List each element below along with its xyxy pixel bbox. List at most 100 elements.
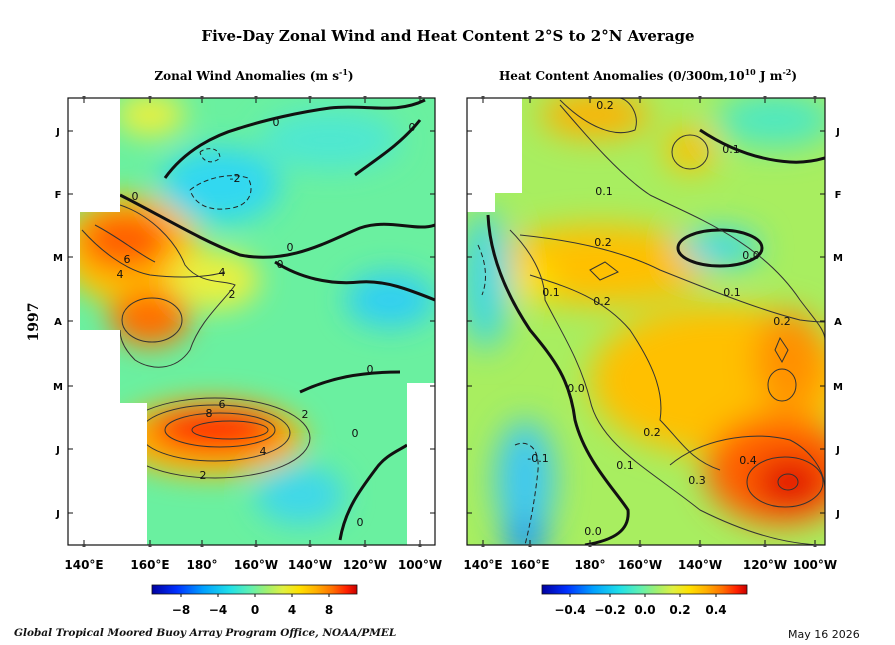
contour-label: 0.1	[542, 286, 560, 299]
wind-contour-zero	[299, 370, 401, 394]
buoy-marker	[638, 544, 642, 547]
wind-contour-six	[94, 224, 156, 263]
buoy-marker	[254, 544, 258, 547]
contour-label: -0.1	[527, 452, 548, 465]
wind-contour-zero	[338, 443, 408, 541]
buoy-marker	[528, 96, 532, 99]
x-tick-label: 140°W	[678, 558, 722, 572]
zonal-wind-title: Zonal Wind Anomalies (m s-1)	[154, 67, 353, 83]
year-label: 1997	[26, 303, 42, 342]
y-tick-label: M	[53, 253, 63, 264]
x-tick-label: 160°W	[618, 558, 662, 572]
buoy-marker	[200, 544, 204, 547]
heat-content-panel: Heat Content Anomalies (0/300m,1010 J m-…	[463, 67, 843, 617]
y-tick-label: J	[835, 127, 840, 138]
contour-label: 0.0	[742, 249, 760, 262]
contour-label: 0.3	[688, 474, 706, 487]
x-tick-label: 160°E	[510, 558, 549, 572]
wind-contour-eight	[191, 420, 269, 440]
buoy-marker	[638, 96, 642, 99]
heat-contour-zero	[699, 128, 825, 164]
wind-contour-zero	[354, 119, 422, 177]
colorbar-tick-label: 0.4	[705, 603, 726, 617]
contour-label: 0.2	[773, 315, 791, 328]
colorbar-tick-label: 0	[251, 603, 259, 617]
y-tick-label: M	[833, 253, 843, 264]
contour-label: 0	[367, 363, 374, 376]
render-date: May 16 2026	[788, 628, 860, 641]
heat-contour-one	[509, 229, 825, 545]
y-tick-label: M	[833, 382, 843, 393]
heat-contour-neg-one	[477, 244, 486, 296]
colorbar-tick-label: 0.2	[669, 603, 690, 617]
wind-neg-region	[345, 272, 435, 328]
x-tick-label: 180°	[574, 558, 605, 572]
wind-pos-region	[80, 210, 170, 270]
heat-content-colorbar	[541, 584, 748, 595]
colorbar-tick-label: −0.2	[594, 603, 625, 617]
heat-contour-three	[767, 368, 797, 402]
buoy-marker	[813, 96, 817, 99]
colorbar-tick-label: 8	[325, 603, 333, 617]
figure-title: Five-Day Zonal Wind and Heat Content 2°S…	[201, 27, 694, 45]
x-tick-label: 160°E	[130, 558, 169, 572]
x-tick-label: 100°W	[398, 558, 442, 572]
buoy-marker	[698, 544, 702, 547]
heat-contour-two	[519, 234, 825, 323]
buoy-marker	[588, 96, 592, 99]
contour-label: 4	[219, 266, 226, 279]
wind-neg-region	[160, 147, 280, 223]
contour-label: 4	[117, 268, 124, 281]
wind-contour-two	[119, 204, 236, 368]
zonal-wind-colorbar	[151, 584, 358, 595]
buoy-marker	[481, 544, 485, 547]
buoy-marker	[363, 96, 367, 99]
contour-label: 0.1	[723, 286, 741, 299]
wind-neg-region	[260, 110, 400, 170]
heat-pos-region	[665, 128, 715, 172]
heat-neg-region	[495, 420, 555, 540]
contour-label: 0.2	[643, 426, 661, 439]
heat-pos-region	[540, 98, 650, 137]
heat-pos-region	[505, 258, 555, 302]
x-tick-label: 140°E	[64, 558, 103, 572]
buoy-marker	[588, 544, 592, 547]
buoy-marker	[148, 96, 152, 99]
buoy-marker	[528, 544, 532, 547]
heat-pos-region	[755, 457, 825, 507]
wind-contour-four	[121, 297, 183, 343]
contour-label: 0.2	[596, 99, 614, 112]
heat-contour-two	[671, 134, 709, 170]
contour-label: 2	[200, 469, 207, 482]
wind-contour-zero	[119, 193, 435, 259]
wind-contour-zero	[274, 260, 435, 302]
x-tick-label: 180°	[186, 558, 217, 572]
colorbar-tick-label: 4	[288, 603, 296, 617]
y-tick-label: F	[55, 190, 62, 201]
heat-contour-three	[589, 261, 619, 281]
contour-label: 2	[302, 408, 309, 421]
buoy-marker	[813, 544, 817, 547]
wind-contour-four	[81, 229, 226, 278]
x-tick-label: 100°W	[793, 558, 837, 572]
x-tick-label: 140°E	[463, 558, 502, 572]
contour-label: 2	[229, 288, 236, 301]
heat-contour-one	[559, 104, 825, 341]
heat-contour-five	[777, 473, 799, 491]
buoy-marker	[254, 96, 258, 99]
heat-content-title: Heat Content Anomalies (0/300m,1010 J m-…	[499, 67, 797, 83]
buoy-marker	[763, 544, 767, 547]
contour-label: 0	[287, 241, 294, 254]
heat-contour-zero	[486, 214, 630, 545]
contour-label: 0.0	[584, 525, 602, 538]
colorbar-tick-label: 0.0	[634, 603, 655, 617]
contour-label: 0.1	[616, 459, 634, 472]
buoy-marker	[363, 544, 367, 547]
buoy-marker	[698, 96, 702, 99]
buoy-marker	[148, 544, 152, 547]
contour-label: 6	[219, 398, 226, 411]
wind-pos-region	[115, 98, 185, 137]
y-tick-label: A	[54, 317, 62, 328]
heat-contour-three	[669, 435, 825, 491]
zonal-wind-panel: Zonal Wind Anomalies (m s-1)	[53, 67, 442, 617]
